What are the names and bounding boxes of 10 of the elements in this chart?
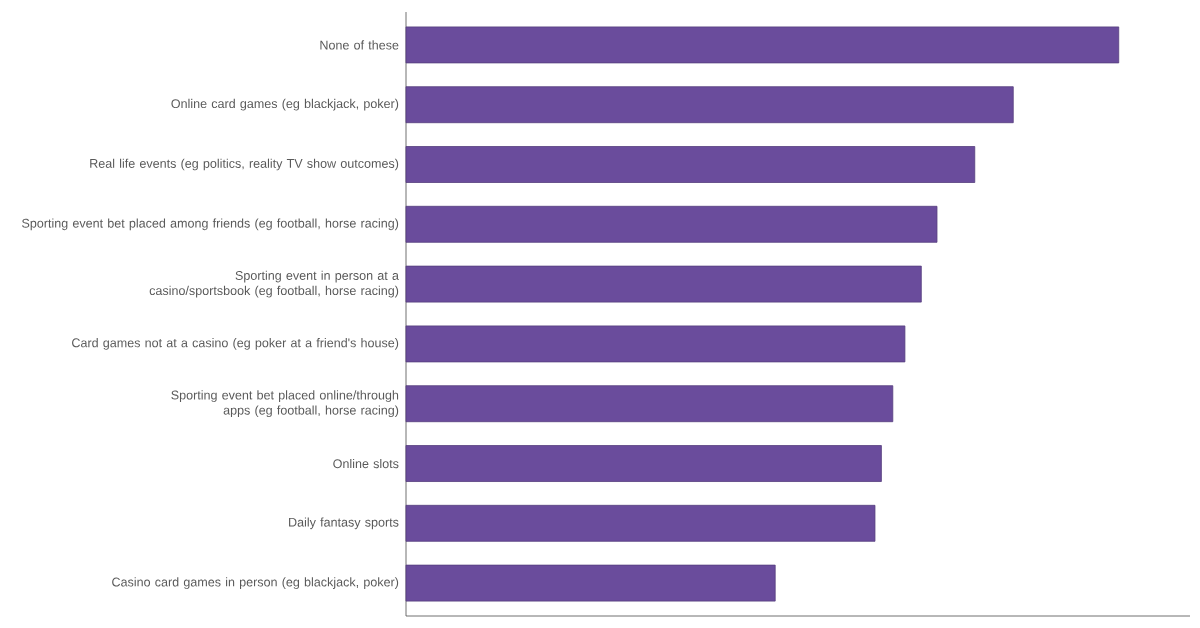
bar xyxy=(405,385,894,423)
bar xyxy=(405,504,876,542)
bar xyxy=(405,445,882,482)
bar xyxy=(405,205,938,243)
bar xyxy=(405,564,776,602)
bar xyxy=(405,265,922,303)
bar xyxy=(405,26,1120,64)
bar xyxy=(405,146,976,183)
bar xyxy=(405,86,1014,124)
bar xyxy=(405,325,906,363)
